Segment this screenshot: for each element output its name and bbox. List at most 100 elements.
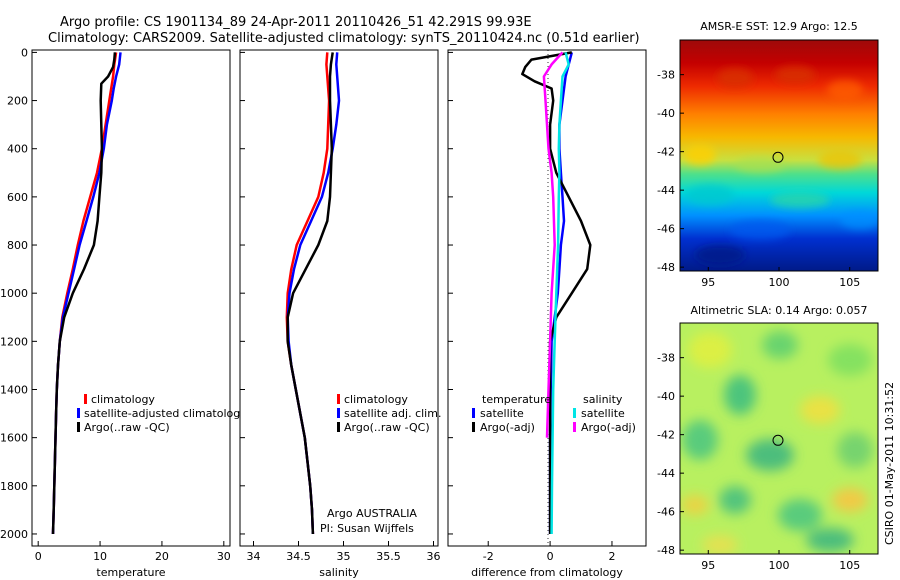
legend-climatology: climatology <box>344 393 408 406</box>
x-tick-label: 35 <box>337 550 351 563</box>
legend-sal-argo: Argo(-adj) <box>581 421 636 434</box>
legend-temp-satellite: satellite <box>480 407 524 420</box>
x-tick-label: 20 <box>155 550 169 563</box>
temperature-depth-ticks: 0 200 400 600 800 1000 1200 1400 1600 1800 2000 <box>0 46 37 541</box>
depth-tick-label: 1800 <box>0 480 28 493</box>
argo-line <box>286 52 334 535</box>
difference-lines <box>521 51 592 535</box>
lat-tick-label: -38 <box>657 352 675 365</box>
salinity-legend: climatology satellite adj. clim. Argo(..… <box>337 393 441 434</box>
legend-swatch-argo <box>77 422 80 432</box>
legend-temp-argo: Argo(-adj) <box>480 421 535 434</box>
difference-legend: temperature salinity satellite Argo(-adj… <box>472 393 636 434</box>
lat-tick-label: -42 <box>657 146 675 159</box>
sla-lon-ticks: 95 100 105 <box>701 550 860 572</box>
lat-tick-label: -46 <box>657 506 675 519</box>
legend-swatch-climatology <box>84 394 87 404</box>
title-line-1: Argo profile: CS 1901134_89 24-Apr-2011 … <box>60 15 532 30</box>
sla-map-panel: Altimetric SLA: 0.14 Argo: 0.057 <box>657 304 879 572</box>
title-line-2: Climatology: CARS2009. Satellite-adjuste… <box>48 31 640 46</box>
depth-tick-label: 1200 <box>0 335 28 348</box>
legend-swatch-sal-argo <box>573 422 576 432</box>
lat-tick-label: -44 <box>657 467 675 480</box>
legend-swatch-satellite <box>337 408 340 418</box>
salinity-xlabel: salinity <box>319 566 359 579</box>
sst-argo-marker <box>772 151 784 163</box>
legend-swatch-temp-satellite <box>472 408 475 418</box>
sla-lat-ticks: -38 -40 -42 -44 -46 -48 <box>657 352 684 557</box>
legend-argo: Argo(..raw -QC) <box>344 421 430 434</box>
x-tick-label: 36 <box>427 550 441 563</box>
legend-swatch-sal-satellite <box>573 408 576 418</box>
sla-texture <box>681 331 873 554</box>
x-tick-label: 30 <box>217 550 231 563</box>
salinity-x-ticks: 34 34.5 35 35.5 36 <box>247 541 441 563</box>
sla-map-title: Altimetric SLA: 0.14 Argo: 0.057 <box>690 304 867 317</box>
x-tick-label: 2 <box>608 550 615 563</box>
salinity-axes-box <box>239 49 439 547</box>
sst-map-title: AMSR-E SST: 12.9 Argo: 12.5 <box>700 20 858 33</box>
temperature-lines <box>51 52 122 535</box>
legend-swatch-climatology <box>337 394 340 404</box>
lon-tick-label: 105 <box>839 276 860 289</box>
x-tick-label: 10 <box>93 550 107 563</box>
pi-note: PI: Susan Wijffels <box>320 522 414 535</box>
legend-argo: Argo(..raw -QC) <box>84 421 170 434</box>
lat-tick-label: -40 <box>657 390 675 403</box>
lat-tick-label: -44 <box>657 184 675 197</box>
x-tick-label: -2 <box>483 550 494 563</box>
lat-tick-label: -48 <box>657 544 675 557</box>
temperature-panel: 0 200 400 600 800 1000 1200 1400 1600 1800 2000 0 1… <box>0 46 247 579</box>
lat-tick-label: -38 <box>657 69 675 82</box>
depth-tick-label: 1600 <box>0 432 28 445</box>
difference-panel: -2 0 2 difference from climatology tempera… <box>447 49 647 579</box>
lat-tick-label: -40 <box>657 107 675 120</box>
legend-swatch-satellite <box>77 408 80 418</box>
lon-tick-label: 105 <box>839 559 860 572</box>
x-tick-label: 0 <box>35 550 42 563</box>
depth-tick-label: 600 <box>7 191 28 204</box>
sla-heatmap <box>680 323 878 554</box>
depth-tick-label: 800 <box>7 239 28 252</box>
depth-tick-label: 0 <box>21 46 28 59</box>
sst-texture <box>684 66 878 265</box>
lon-tick-label: 95 <box>701 276 715 289</box>
legend-sal-satellite: satellite <box>581 407 625 420</box>
sla-argo-marker <box>772 434 784 446</box>
difference-xlabel: difference from climatology <box>471 566 623 579</box>
temperature-xlabel: temperature <box>96 566 165 579</box>
csiro-timestamp: CSIRO 01-May-2011 10:31:52 <box>883 382 896 545</box>
argo-line <box>51 52 117 535</box>
depth-tick-label: 200 <box>7 95 28 108</box>
sal-satellite-diff-line <box>550 52 570 535</box>
legend-swatch-temp-argo <box>472 422 475 432</box>
legend-swatch-argo <box>337 422 340 432</box>
temperature-axes-box <box>31 49 231 547</box>
x-tick-label: 34.5 <box>286 550 311 563</box>
x-tick-label: 0 <box>547 550 554 563</box>
difference-x-ticks: -2 0 2 <box>483 541 615 563</box>
legend-climatology: climatology <box>91 393 155 406</box>
lon-tick-label: 100 <box>769 276 790 289</box>
x-tick-label: 35.5 <box>376 550 401 563</box>
lat-tick-label: -46 <box>657 223 675 236</box>
x-tick-label: 34 <box>247 550 261 563</box>
lat-tick-label: -42 <box>657 429 675 442</box>
sst-heatmap <box>680 40 878 271</box>
sal-argo-diff-line <box>542 51 564 438</box>
salinity-lines <box>285 52 341 535</box>
lat-tick-label: -48 <box>657 261 675 274</box>
lon-tick-label: 100 <box>769 559 790 572</box>
depth-tick-label: 2000 <box>0 528 28 541</box>
temperature-legend: climatology satellite-adjusted climatolo… <box>77 393 247 434</box>
depth-tick-label: 400 <box>7 143 28 156</box>
legend-temp-header: temperature <box>482 393 551 406</box>
lon-tick-label: 95 <box>701 559 715 572</box>
legend-satellite-adjusted: satellite-adjusted climatology <box>84 407 247 420</box>
depth-tick-label: 1000 <box>0 287 28 300</box>
sst-map-panel: AMSR-E SST: 12.9 Argo: 12.5 -38 -40 -42 -44… <box>657 20 879 289</box>
salinity-panel: 34 34.5 35 35.5 36 salinity climatology sate… <box>239 49 441 579</box>
argo-program-note: Argo AUSTRALIA <box>327 507 417 520</box>
temperature-x-ticks: 0 10 20 30 <box>35 541 231 563</box>
